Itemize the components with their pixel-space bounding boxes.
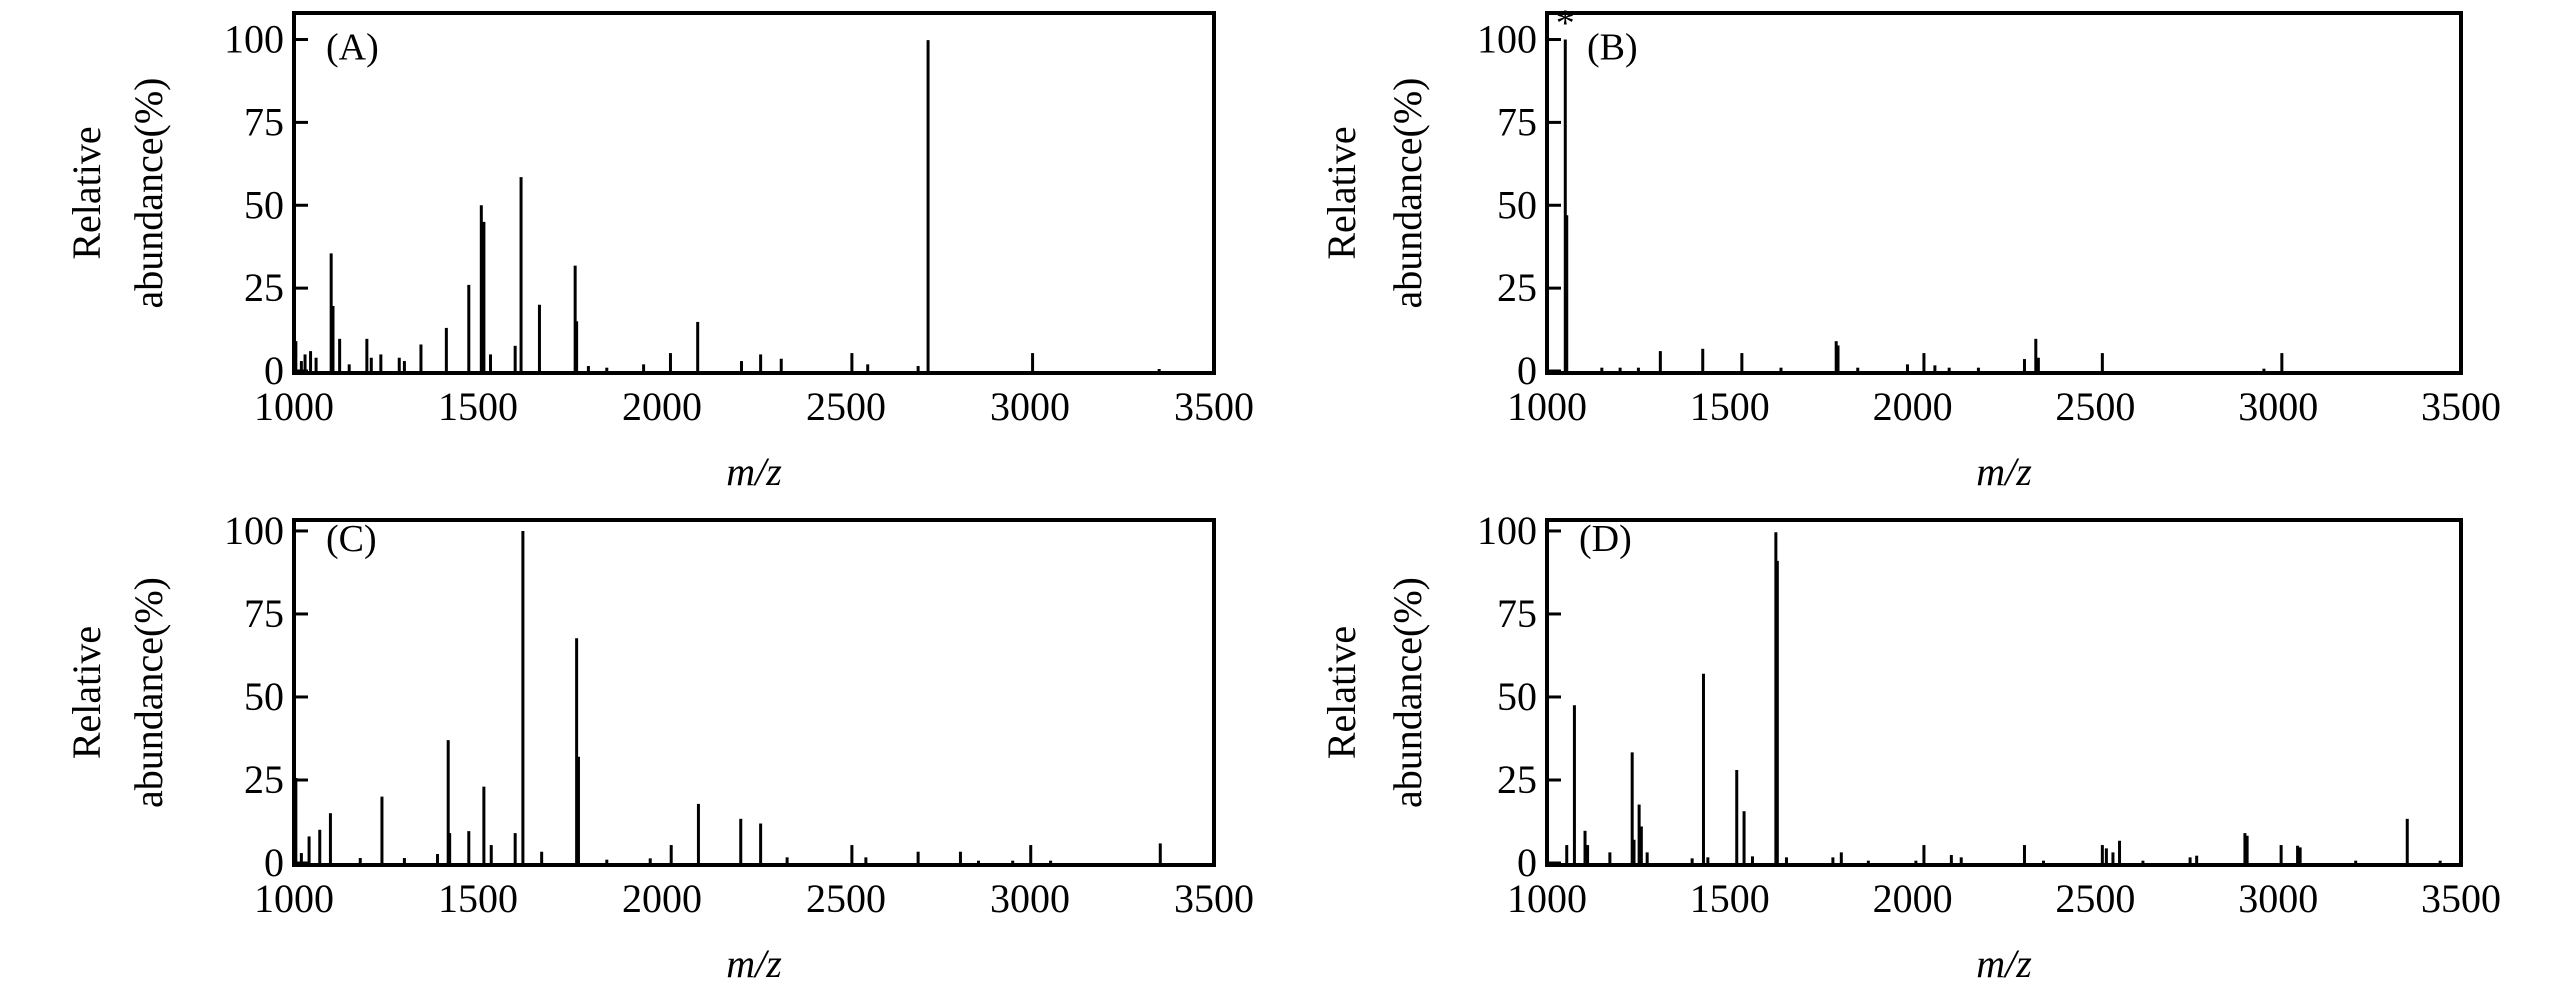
x-tick-label: 3000 bbox=[2238, 384, 2318, 429]
panel-label: (C) bbox=[326, 518, 377, 560]
x-tick-label: 2000 bbox=[1873, 876, 1953, 921]
x-tick-label: 2000 bbox=[622, 384, 702, 429]
x-tick-label: 3500 bbox=[1174, 876, 1254, 921]
y-tick-label: 25 bbox=[1497, 265, 1537, 310]
x-tick-label: 2500 bbox=[806, 876, 886, 921]
x-tick-label: 2500 bbox=[2055, 876, 2135, 921]
x-tick-label: 3000 bbox=[2238, 876, 2318, 921]
plot-frame bbox=[292, 11, 1216, 375]
x-tick-label: 3000 bbox=[990, 384, 1070, 429]
plot-frame bbox=[1545, 518, 2463, 867]
x-tick-label: 1000 bbox=[254, 384, 334, 429]
plot-frame bbox=[292, 518, 1216, 867]
y-tick-label: 75 bbox=[244, 591, 284, 636]
x-tick-label: 3500 bbox=[1174, 384, 1254, 429]
y-axis-label: Relative bbox=[1319, 626, 1364, 759]
x-tick-label: 2000 bbox=[622, 876, 702, 921]
x-axis-label: m/z bbox=[1976, 941, 2032, 986]
x-axis-label: m/z bbox=[726, 449, 782, 494]
y-tick-label: 75 bbox=[1497, 99, 1537, 144]
panel-label: (B) bbox=[1587, 27, 1638, 69]
y-axis-label: Relative bbox=[64, 626, 109, 759]
x-axis-label: m/z bbox=[726, 941, 782, 986]
y-tick-label: 50 bbox=[244, 674, 284, 719]
y-axis-label: abundance(%) bbox=[1385, 577, 1430, 808]
x-tick-label: 2000 bbox=[1873, 384, 1953, 429]
panel-c: 0 25 50 75 100 1000 1500 2000 2500 3000 3500 m/z Rel… bbox=[64, 508, 1254, 986]
panel-b: 0 25 50 75 100 1000 1500 2000 2500 3000 3500 m/z Rel… bbox=[1319, 3, 2501, 494]
y-tick-label: 25 bbox=[1497, 757, 1537, 802]
y-axis-label: Relative bbox=[64, 126, 109, 259]
y-tick-label: 0 bbox=[1517, 348, 1537, 393]
x-tick-label: 3000 bbox=[990, 876, 1070, 921]
x-axis-label: m/z bbox=[1976, 449, 2032, 494]
y-tick-label: 100 bbox=[1477, 508, 1537, 553]
y-tick-label: 75 bbox=[1497, 591, 1537, 636]
x-tick-label: 1000 bbox=[1507, 384, 1587, 429]
y-tick-label: 75 bbox=[244, 99, 284, 144]
y-tick-label: 25 bbox=[244, 757, 284, 802]
x-tick-label: 1500 bbox=[438, 876, 518, 921]
y-tick-label: 50 bbox=[1497, 182, 1537, 227]
x-tick-label: 2500 bbox=[2055, 384, 2135, 429]
base-peak-asterisk: * bbox=[1556, 3, 1575, 45]
panel-label: (D) bbox=[1579, 518, 1632, 560]
x-tick-label: 1500 bbox=[1690, 384, 1770, 429]
x-tick-label: 1000 bbox=[1507, 876, 1587, 921]
y-tick-label: 0 bbox=[1517, 840, 1537, 885]
x-tick-label: 2500 bbox=[806, 384, 886, 429]
panel-a: 0 25 50 75 100 1000 1500 2000 2500 3000 3500 m/z Rel… bbox=[64, 11, 1254, 494]
x-tick-label: 3500 bbox=[2421, 384, 2501, 429]
y-tick-label: 50 bbox=[1497, 674, 1537, 719]
x-tick-label: 3500 bbox=[2421, 876, 2501, 921]
plot-frame bbox=[1545, 11, 2463, 375]
y-axis-label: abundance(%) bbox=[126, 78, 171, 309]
x-tick-label: 1500 bbox=[1690, 876, 1770, 921]
y-tick-label: 0 bbox=[264, 840, 284, 885]
y-tick-label: 50 bbox=[244, 182, 284, 227]
y-tick-label: 25 bbox=[244, 265, 284, 310]
y-tick-label: 100 bbox=[224, 508, 284, 553]
y-axis-label: abundance(%) bbox=[1385, 78, 1430, 309]
y-axis-label: abundance(%) bbox=[126, 577, 171, 808]
x-tick-label: 1000 bbox=[254, 876, 334, 921]
panel-label: (A) bbox=[326, 27, 379, 69]
y-tick-label: 100 bbox=[224, 17, 284, 62]
panel-d: 0 25 50 75 100 1000 1500 2000 2500 3000 3500 m/z Rel… bbox=[1319, 508, 2501, 986]
y-tick-label: 100 bbox=[1477, 17, 1537, 62]
y-tick-label: 0 bbox=[264, 348, 284, 393]
y-axis-label: Relative bbox=[1319, 126, 1364, 259]
x-tick-label: 1500 bbox=[438, 384, 518, 429]
